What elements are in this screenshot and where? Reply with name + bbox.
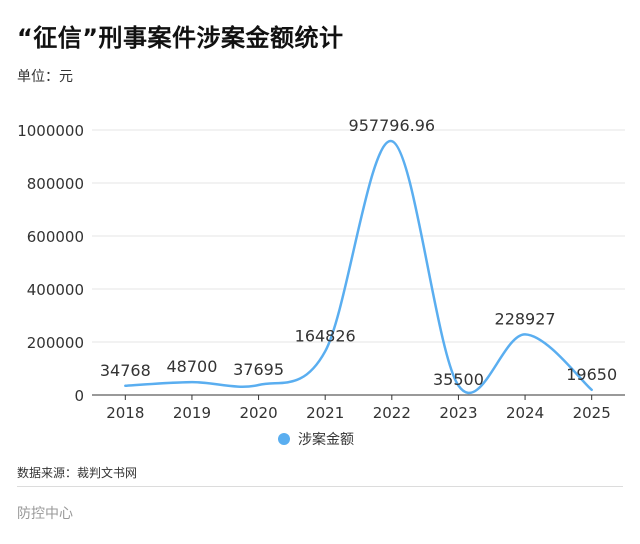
x-tick-label: 2018 [106, 404, 144, 422]
y-tick-label: 1000000 [17, 122, 84, 140]
y-tick-label: 800000 [27, 175, 84, 193]
data-label: 19650 [566, 365, 617, 384]
x-tick-label: 2020 [239, 404, 277, 422]
x-tick-label: 2024 [506, 404, 544, 422]
series-line-涉案金额 [124, 139, 593, 395]
x-tick-label: 2023 [439, 404, 477, 422]
y-tick-label: 400000 [27, 281, 84, 299]
data-label: 48700 [166, 357, 217, 376]
legend[interactable]: 涉案金额 [278, 429, 354, 449]
chart-title: “征信”刑事案件涉案金额统计 [17, 24, 344, 52]
data-source: 数据来源：裁判文书网 [17, 466, 138, 480]
legend-marker [278, 433, 290, 445]
data-label: 164826 [295, 326, 356, 345]
x-tick-label: 2025 [573, 404, 611, 422]
data-label: 228927 [495, 309, 556, 328]
data-label: 37695 [233, 360, 284, 379]
divider [17, 486, 623, 487]
x-tick-label: 2019 [173, 404, 211, 422]
data-label: 34768 [100, 361, 151, 380]
data-label: 35500 [433, 370, 484, 389]
unit-label: 单位：元 [17, 69, 73, 85]
y-tick-label: 0 [74, 387, 84, 405]
x-tick-label: 2021 [306, 404, 344, 422]
y-tick-label: 200000 [27, 334, 84, 352]
x-tick-label: 2022 [373, 404, 411, 422]
y-tick-label: 600000 [27, 228, 84, 246]
data-label: 957796.96 [349, 116, 436, 135]
footer-brand: 防控中心 [17, 506, 73, 522]
legend-label: 涉案金额 [298, 432, 354, 448]
